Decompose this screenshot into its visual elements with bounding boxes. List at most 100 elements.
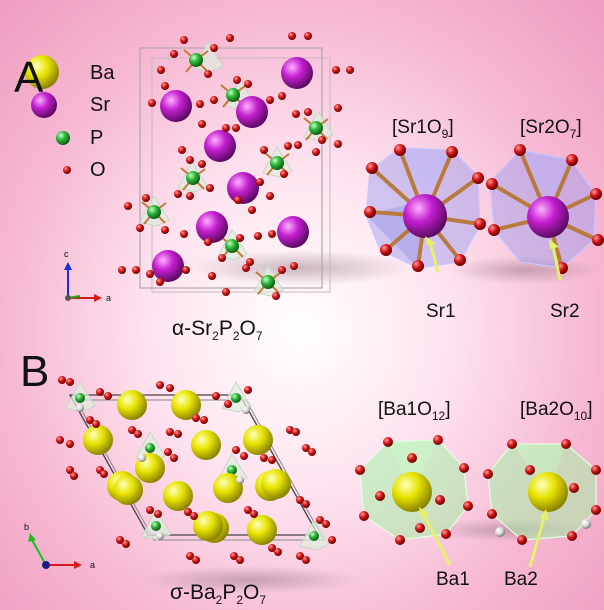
o-atom <box>278 266 286 274</box>
o-atom <box>292 428 300 436</box>
o-atom <box>128 426 136 434</box>
o-atom <box>290 262 298 270</box>
o-atom <box>278 92 286 100</box>
o-atom <box>328 536 336 544</box>
o-atom <box>294 141 302 149</box>
o-atom <box>222 124 230 132</box>
ba-atom <box>163 481 193 511</box>
o-atom <box>359 511 369 521</box>
o-atom <box>318 136 326 144</box>
o-atom <box>134 430 142 438</box>
ba-crystal-structure <box>56 376 336 564</box>
o-atom <box>483 469 493 479</box>
axis-a-label: a <box>106 293 111 303</box>
o-atom <box>58 376 66 384</box>
o-atom <box>198 160 206 168</box>
p-atom <box>189 53 203 67</box>
o-atom <box>206 184 214 192</box>
o-atom <box>446 146 458 158</box>
p-atom <box>227 465 237 475</box>
o-atom-white <box>236 476 244 484</box>
o-atom <box>569 483 579 493</box>
o-atom <box>441 529 451 539</box>
o-atom <box>486 178 498 190</box>
p-atom <box>309 531 319 541</box>
o-atom <box>260 454 268 462</box>
o-atom <box>302 556 310 564</box>
o-atom <box>122 540 130 548</box>
panel-b-letter: B <box>20 347 50 396</box>
ba-atom <box>83 425 113 455</box>
o-atom <box>296 496 304 504</box>
legend-p-swatch <box>56 131 70 145</box>
o-atom <box>186 192 194 200</box>
o-atom <box>412 260 424 272</box>
o-atom <box>244 506 252 514</box>
o-atom <box>124 202 132 210</box>
o-atom <box>346 66 354 74</box>
sr-atom <box>204 130 236 162</box>
o-atom <box>242 264 250 272</box>
o-atom <box>383 437 393 447</box>
o-atom <box>260 146 268 154</box>
o-atom <box>146 506 154 514</box>
o-atom-white <box>156 532 164 540</box>
o-atom <box>525 465 535 475</box>
o-atom <box>266 192 274 200</box>
sr-structure-formula: α-Sr2P2O7 <box>172 317 263 344</box>
ba-structure-formula: σ-Ba2P2O7 <box>170 581 267 608</box>
o-atom <box>192 414 200 422</box>
o-atom <box>380 244 392 256</box>
o-atom <box>157 66 165 74</box>
o-atom <box>266 96 274 104</box>
o-atom <box>334 104 342 112</box>
o-atom <box>474 218 486 230</box>
sr1-atom <box>403 194 447 238</box>
o-atom <box>224 400 232 408</box>
o-atom <box>148 99 156 107</box>
sr-atom <box>236 96 268 128</box>
axis-c-label: c <box>64 249 69 259</box>
o-atom <box>459 463 469 473</box>
ba-atom <box>113 475 143 505</box>
sr-atom <box>196 211 228 243</box>
o-atom <box>292 110 300 118</box>
o-atom <box>136 224 144 232</box>
o-atom <box>236 556 244 564</box>
ba1-pointer-arrow <box>422 514 452 566</box>
ba-atom <box>261 469 291 499</box>
o-atom <box>184 508 192 516</box>
sr-atom <box>227 172 259 204</box>
o-atom <box>104 392 112 400</box>
p-atom <box>151 521 161 531</box>
structure-shadow <box>190 250 410 286</box>
p-atom <box>309 121 323 135</box>
p-atom <box>145 443 155 453</box>
o-atom <box>592 234 604 246</box>
o-atom <box>308 448 316 456</box>
o-atom <box>296 552 304 560</box>
o-atom-white <box>581 519 591 529</box>
o-atom <box>204 70 212 78</box>
o-atom <box>232 446 240 454</box>
o-atom <box>488 224 500 236</box>
o-atom <box>567 531 577 541</box>
sr2-atom <box>527 196 569 238</box>
p-atom <box>147 205 161 219</box>
p-atom <box>226 88 240 102</box>
o-atom <box>236 234 244 242</box>
o-atom <box>180 230 188 238</box>
o-atom <box>186 552 194 560</box>
o-atom <box>375 491 385 501</box>
legend-sr-swatch <box>31 92 57 118</box>
o-atom <box>156 278 164 286</box>
o-atom <box>254 232 262 240</box>
sr-atom <box>277 216 309 248</box>
o-atom <box>268 456 276 464</box>
o-atom <box>166 428 174 436</box>
sr1-site-label: Sr1 <box>426 301 456 322</box>
ba2-polyhedron-label: [Ba2O10] <box>520 399 593 423</box>
o-atom <box>86 416 94 424</box>
